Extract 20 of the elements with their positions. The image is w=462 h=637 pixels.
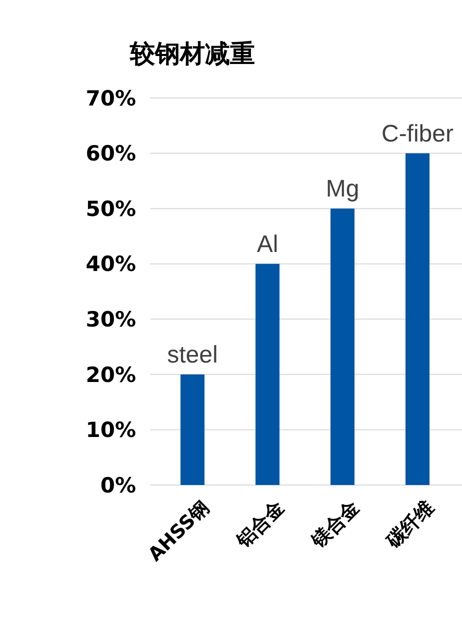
y-tick-label: 40% xyxy=(86,252,136,276)
bar xyxy=(406,153,430,485)
chart-title: 较钢材减重 xyxy=(129,39,255,68)
x-tick-label: 碳纤维 xyxy=(382,496,438,553)
annotation: Mg xyxy=(326,176,360,203)
y-tick-label: 0% xyxy=(100,473,136,498)
x-tick-label: 铝合金 xyxy=(232,496,288,553)
bar xyxy=(180,374,204,485)
x-tick-label: 镁合金 xyxy=(306,496,364,553)
y-tick-label: 60% xyxy=(86,142,136,166)
y-tick-label: 10% xyxy=(86,418,136,442)
annotation: Al xyxy=(256,230,278,258)
y-tick-label: 50% xyxy=(86,196,136,221)
annotation: C-fiber xyxy=(381,120,454,148)
annotation: steel xyxy=(167,341,218,368)
y-tick-label: 20% xyxy=(86,362,136,387)
bar xyxy=(330,208,354,485)
y-tick-label: 30% xyxy=(86,307,136,332)
bar xyxy=(256,264,280,485)
y-tick-label: 70% xyxy=(86,86,136,110)
